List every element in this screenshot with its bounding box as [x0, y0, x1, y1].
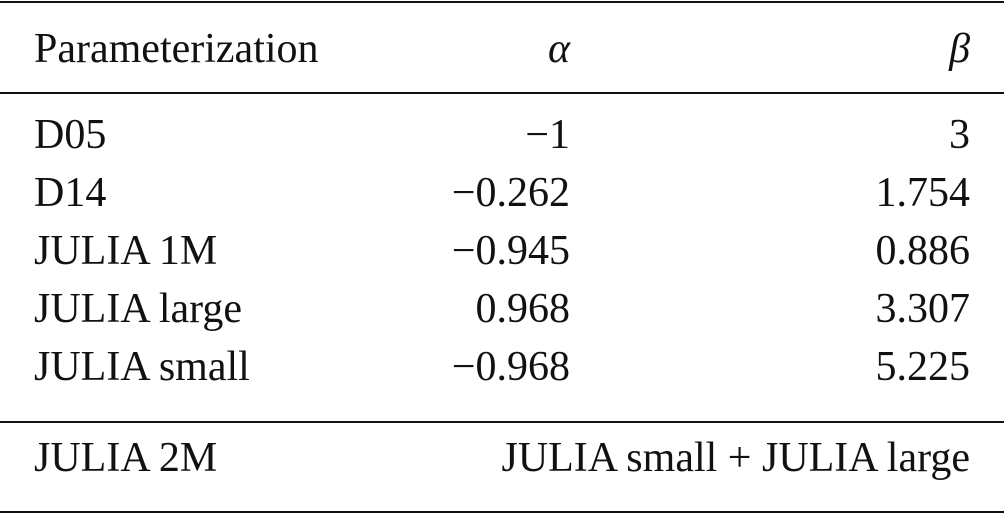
footer-label: JULIA 2M [34, 435, 218, 481]
row-label: D05 [34, 112, 107, 158]
row-label: JULIA 1M [34, 228, 218, 274]
bottom-rule [0, 511, 1004, 513]
top-rule [0, 1, 1004, 3]
row-value: −1 [525, 112, 570, 158]
row-label: JULIA large [34, 286, 243, 332]
row-value: 1.754 [875, 170, 971, 216]
row-value: 3.307 [875, 286, 971, 332]
row-value: 3 [949, 112, 970, 158]
row-value: −0.968 [451, 344, 570, 390]
row-value: 0.968 [475, 286, 571, 332]
footer-value: JULIA small + JULIA large [501, 435, 970, 481]
row-value: 5.225 [875, 344, 971, 390]
row-value: −0.262 [451, 170, 570, 216]
row-label: D14 [34, 170, 107, 216]
header-cell: α [547, 26, 570, 72]
header-rule [0, 92, 1004, 94]
row-label: JULIA small [34, 344, 250, 390]
row-value: 0.886 [875, 228, 971, 274]
footer-rule [0, 421, 1004, 423]
header-cell: Parameterization [34, 26, 319, 72]
row-value: −0.945 [451, 228, 570, 274]
header-cell: β [949, 26, 970, 72]
